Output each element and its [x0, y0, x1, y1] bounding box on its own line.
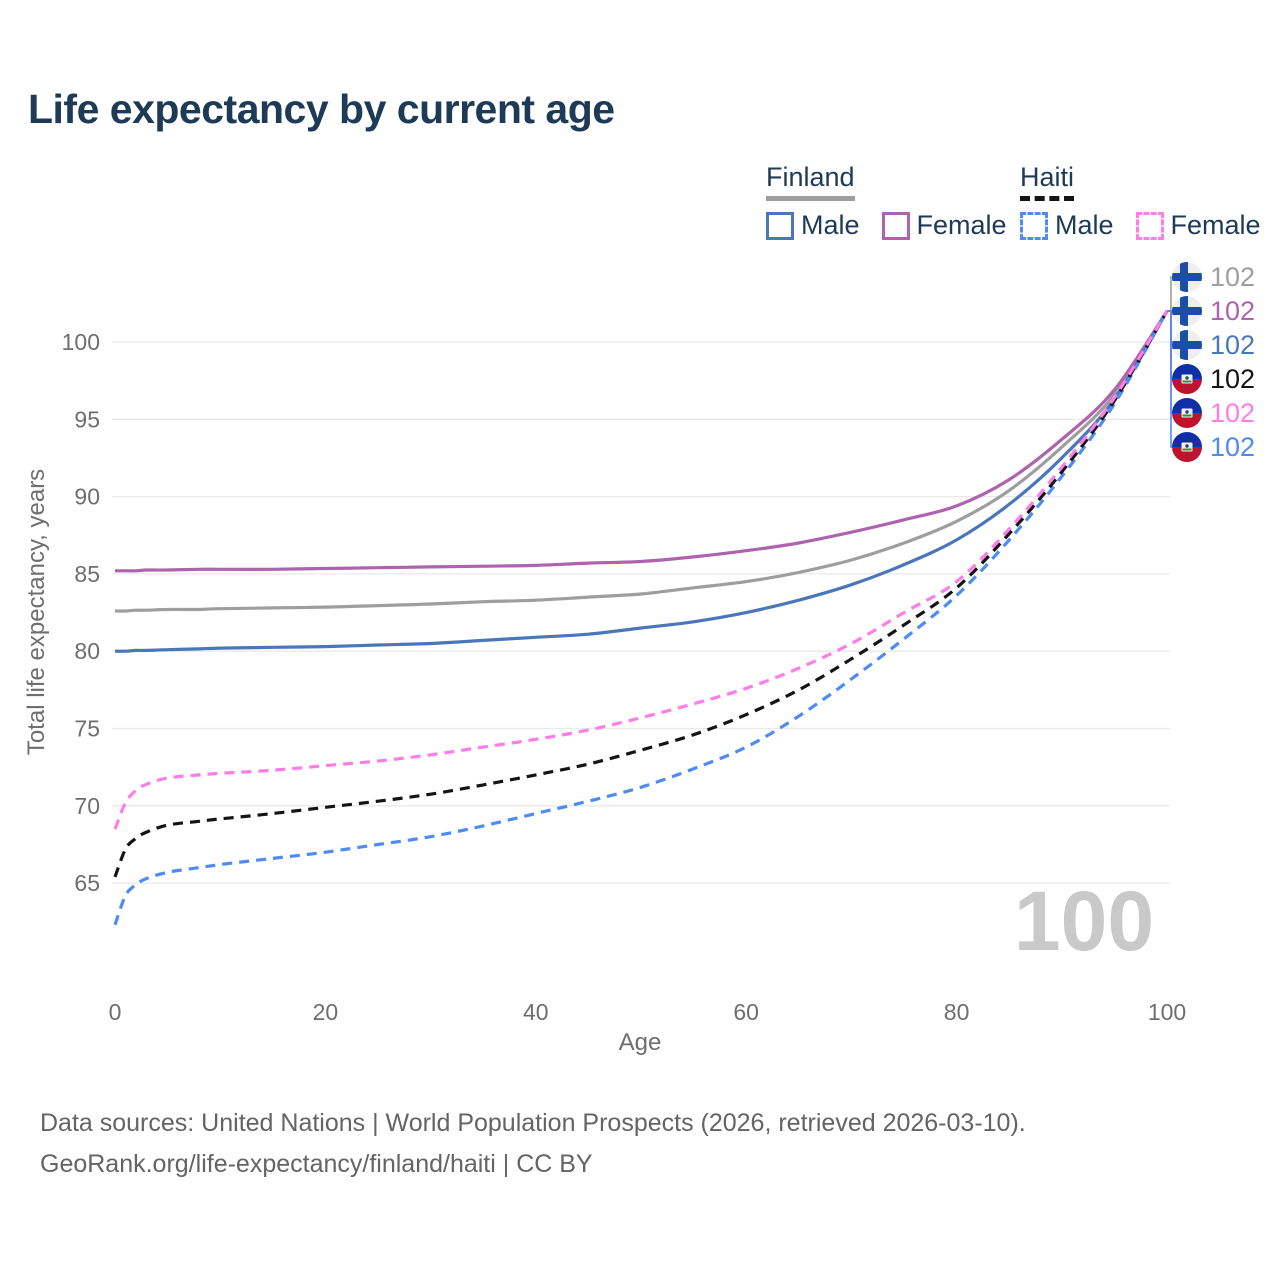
legend-item-label: Male — [801, 210, 860, 240]
y-tick-label-70: 70 — [74, 793, 100, 819]
end-value-haiti-female: 102 — [1210, 398, 1256, 428]
legend-group-finland: Finland Male Female — [766, 162, 1007, 241]
end-value-haiti-total: 102 — [1210, 364, 1256, 394]
x-tick-label-0: 0 — [109, 999, 122, 1025]
legend-items: Male Female — [1020, 210, 1261, 241]
legend-haiti-line-style — [1020, 196, 1075, 201]
haiti-flag-icon — [1172, 432, 1202, 462]
y-tick-label-80: 80 — [74, 638, 100, 664]
x-tick-label-20: 20 — [313, 999, 339, 1025]
x-tick-label-80: 80 — [944, 999, 970, 1025]
series-line-finland-male[interactable] — [114, 310, 1169, 653]
haiti-flag — [1172, 398, 1202, 428]
end-label-haiti-male: 102 — [1172, 432, 1255, 462]
legend-items: Male Female — [766, 210, 1007, 241]
legend-item-finland-female[interactable]: Female — [881, 210, 1007, 241]
finland-flag — [1172, 296, 1202, 326]
y-tick-label-90: 90 — [74, 484, 100, 510]
age-watermark: 100 — [1014, 874, 1154, 968]
footer-data-sources: Data sources: United Nations | World Pop… — [40, 1109, 1026, 1137]
end-label-finland-total: 102 — [1172, 262, 1255, 292]
legend: Finland Male Female Haiti Male Female — [0, 0, 1280, 250]
legend-country-header: Haiti — [1020, 162, 1075, 201]
legend-item-label: Female — [1170, 210, 1261, 240]
y-tick-label-85: 85 — [74, 561, 100, 587]
legend-item-haiti-female[interactable]: Female — [1135, 210, 1261, 241]
legend-item-label: Female — [916, 210, 1007, 240]
x-tick-label-60: 60 — [733, 999, 759, 1025]
legend-group-haiti: Haiti Male Female — [1020, 162, 1261, 241]
haiti-male-swatch-icon — [1020, 211, 1048, 240]
x-tick-label-40: 40 — [523, 999, 549, 1025]
end-value-haiti-male: 102 — [1210, 432, 1256, 462]
finland-flag-icon — [1172, 330, 1202, 360]
end-value-finland-total: 102 — [1210, 262, 1256, 292]
legend-country-header: Finland — [766, 162, 855, 201]
legend-item-label: Male — [1055, 210, 1114, 240]
legend-country-label-haiti: Haiti — [1020, 162, 1075, 192]
haiti-flag-icon — [1172, 398, 1202, 428]
haiti-flag — [1172, 432, 1202, 462]
legend-item-finland-male[interactable]: Male — [766, 210, 860, 241]
line-chart: 65 70 75 80 85 90 95 100 0 20 40 60 80 100 Total life … — [23, 276, 1186, 1056]
y-tick-label-65: 65 — [74, 870, 100, 896]
page-title: Life expectancy by current age — [28, 86, 615, 132]
x-axis-title: Age — [619, 1029, 662, 1056]
y-tick-label-75: 75 — [74, 716, 100, 742]
series-line-haiti-male[interactable] — [113, 310, 1169, 926]
x-tick-label-100: 100 — [1148, 999, 1186, 1025]
y-axis-title: Total life expectancy, years — [23, 469, 50, 755]
y-tick-label-95: 95 — [74, 406, 100, 432]
finland-flag-icon — [1172, 296, 1202, 326]
end-label-finland-female: 102 — [1172, 296, 1255, 326]
end-value-finland-female: 102 — [1210, 296, 1256, 326]
haiti-flag — [1172, 364, 1202, 394]
haiti-female-swatch-icon — [1135, 211, 1164, 240]
series-line-finland-female[interactable] — [115, 310, 1169, 573]
legend-item-haiti-male[interactable]: Male — [1020, 210, 1114, 241]
legend-country-label-finland: Finland — [766, 162, 855, 192]
footer-attribution: GeoRank.org/life-expectancy/finland/hait… — [40, 1150, 593, 1178]
end-label-finland-male: 102 — [1172, 330, 1255, 360]
end-label-haiti-female: 102 — [1172, 398, 1255, 428]
finland-flag — [1172, 262, 1202, 292]
series-line-finland-total[interactable] — [114, 310, 1169, 613]
y-tick-label-100: 100 — [62, 329, 100, 355]
finland-female-swatch-icon — [881, 211, 910, 240]
finland-flag — [1172, 330, 1202, 360]
finland-flag-icon — [1172, 262, 1202, 292]
end-label-haiti-total: 102 — [1172, 364, 1255, 394]
finland-male-swatch-icon — [766, 211, 794, 240]
end-value-finland-male: 102 — [1210, 330, 1256, 360]
footer: Data sources: United Nations | World Pop… — [40, 1103, 1026, 1185]
legend-finland-line-style — [766, 196, 855, 201]
haiti-flag-icon — [1172, 364, 1202, 394]
